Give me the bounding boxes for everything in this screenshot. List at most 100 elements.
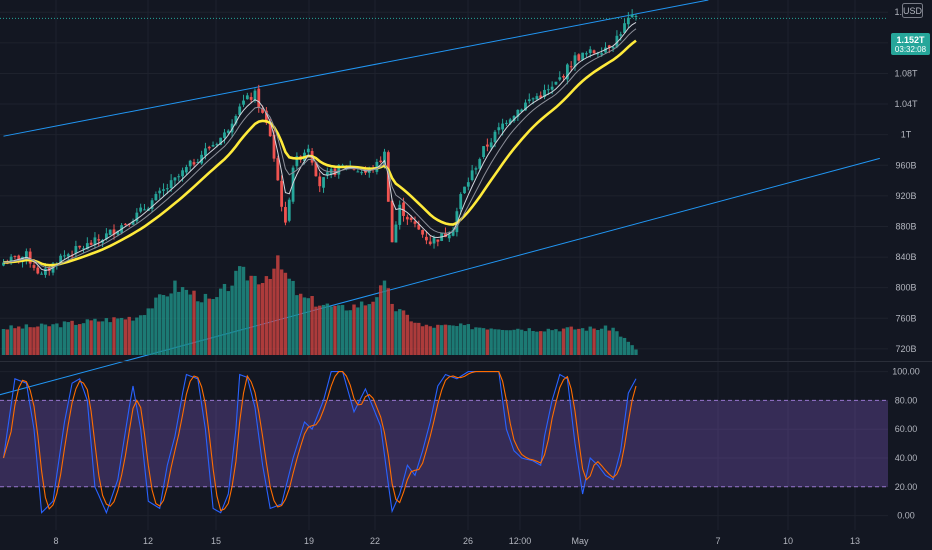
candle-body (257, 88, 261, 108)
volume-bar (531, 330, 535, 355)
price-axis-label: 880B (895, 221, 916, 231)
candle-body (409, 217, 413, 220)
volume-bar (447, 325, 451, 355)
volume-bar (260, 283, 265, 355)
candle-body (482, 146, 485, 158)
candle-body (295, 156, 299, 167)
volume-bar (173, 280, 177, 355)
volume-bar (470, 329, 474, 355)
volume-bar (409, 321, 413, 355)
volume-bar (238, 266, 242, 355)
volume-bar (424, 324, 429, 355)
candle-body (13, 255, 17, 257)
volume-bar (344, 310, 349, 355)
volume-bar (390, 303, 394, 355)
candle-body (245, 95, 249, 100)
candle-body (63, 255, 66, 257)
volume-bar (177, 291, 181, 355)
time-axis-label: 15 (211, 536, 221, 546)
candle-body (188, 160, 192, 167)
volume-bar (493, 329, 497, 355)
volume-bar (283, 272, 288, 355)
time-axis[interactable]: 8 12 15 19 22 26 12:00 May 7 10 13 (53, 536, 860, 546)
volume-bar (428, 326, 432, 355)
volume-bar (241, 266, 246, 355)
trend-channel[interactable] (0, 0, 880, 404)
time-axis-label: 26 (463, 536, 473, 546)
time-axis-label: 10 (783, 536, 793, 546)
volume-bar (188, 294, 192, 355)
volume-bar (405, 314, 410, 355)
candle-body (150, 200, 154, 209)
candle-body (268, 122, 272, 137)
currency-label[interactable]: USD (902, 3, 923, 18)
volume-bar (104, 318, 109, 355)
candle-body (215, 144, 219, 146)
price-axis-label: 800B (895, 283, 916, 293)
volume-bar (462, 325, 467, 355)
stochastic-axis[interactable]: 0.00 20.00 40.00 60.00 80.00 100.00 (892, 367, 920, 521)
volume-bar (607, 330, 611, 355)
candle-body (607, 45, 611, 49)
volume-bar (268, 278, 272, 355)
stochastic-d-line (2, 371, 637, 512)
candle-body (24, 251, 28, 259)
candle-body (82, 248, 85, 250)
candle-body (592, 50, 596, 54)
price-axis-label: 760B (895, 313, 916, 323)
volume-bar (512, 329, 516, 355)
volume-bar (298, 293, 303, 355)
volume-bar (371, 301, 375, 355)
price-axis-label: 920B (895, 191, 916, 201)
volume-bar (108, 322, 112, 355)
volume-bar (89, 320, 93, 355)
candle-body (466, 182, 470, 187)
candle-body (577, 54, 581, 61)
candle-body (588, 49, 592, 53)
candle-body (585, 53, 588, 55)
volume-bar (481, 328, 486, 355)
channel-line-upper (3, 0, 709, 137)
volume-bar (459, 323, 463, 355)
price-axis-label: 960B (895, 160, 916, 170)
candle-body (238, 106, 242, 115)
volume-bar (478, 327, 482, 355)
candle-body (493, 131, 497, 143)
candle-body (2, 262, 5, 266)
volume-bar (500, 329, 505, 355)
candle-body (489, 142, 493, 148)
svg-text:USD: USD (903, 6, 923, 16)
candle-body (436, 239, 440, 242)
candle-body (322, 177, 325, 188)
candle-body (154, 194, 158, 201)
volume-bar (230, 285, 234, 355)
volume-bar (39, 323, 44, 355)
volume-bar (28, 327, 32, 355)
candle-body (550, 86, 554, 90)
candle-body (280, 180, 284, 207)
candle-body (546, 89, 550, 91)
candle-body (626, 17, 630, 25)
stochastic-axis-label: 40.00 (895, 453, 918, 463)
candle-body (505, 122, 508, 124)
volume-bar (535, 331, 539, 355)
volume-bar (474, 327, 478, 355)
volume-bar (443, 324, 448, 355)
volume-bar (199, 302, 204, 355)
candle-body (291, 167, 295, 202)
volume-bar (66, 322, 70, 355)
candle-body (204, 148, 207, 156)
candle-body (543, 89, 546, 97)
volume-bar (116, 318, 120, 355)
volume-bar (321, 304, 326, 355)
candle-body (459, 194, 463, 210)
volume-bar (363, 305, 368, 355)
volume-bar (249, 275, 253, 355)
time-axis-label: 12:00 (509, 536, 532, 546)
volume-bar (93, 318, 97, 355)
stochastic-axis-label: 0.00 (897, 511, 915, 521)
volume-bar (207, 298, 211, 355)
candle-body (398, 204, 402, 225)
volume-bar (131, 320, 135, 355)
